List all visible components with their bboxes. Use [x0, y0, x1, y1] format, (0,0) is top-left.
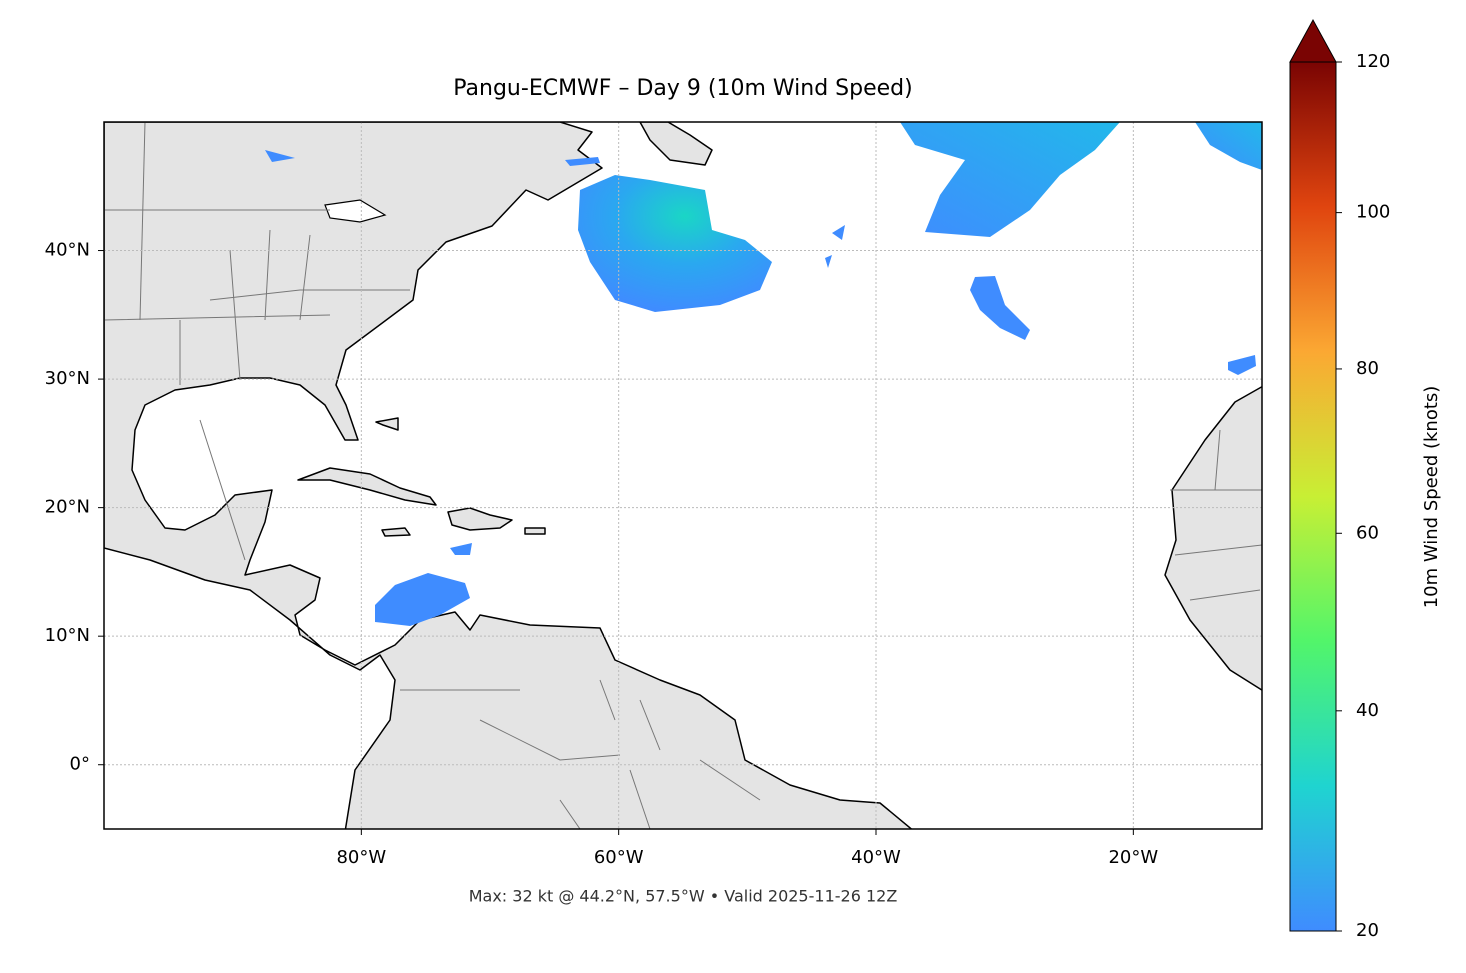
colorbar-tick-label: 80	[1356, 358, 1379, 379]
great-lakes	[324, 199, 387, 223]
map-title: Pangu-ECMWF – Day 9 (10m Wind Speed)	[453, 76, 912, 101]
wind-region	[1228, 355, 1256, 375]
y-tick-label: 0°	[70, 754, 90, 775]
colorbar-tick-label: 20	[1356, 920, 1379, 941]
newfoundland	[639, 122, 713, 166]
bahamas	[375, 417, 399, 431]
grid	[104, 122, 1262, 829]
map-area	[104, 122, 1262, 829]
colorbar-label: 10m Wind Speed (knots)	[1421, 386, 1442, 609]
y-tick-label: 40°N	[45, 240, 90, 261]
colorbar	[1289, 61, 1337, 932]
americas-land	[104, 122, 913, 829]
colorbar-tick-label: 40	[1356, 700, 1379, 721]
hispaniola	[447, 507, 513, 531]
x-tick-label: 60°W	[594, 847, 644, 868]
colorbar-extend	[1289, 18, 1337, 63]
wind-region	[375, 573, 470, 626]
colorbar-tick-label: 120	[1356, 51, 1390, 72]
footer-note: Max: 32 kt @ 44.2°N, 57.5°W • Valid 2025…	[469, 887, 898, 906]
state-borders	[104, 122, 1262, 829]
cuba	[297, 467, 437, 506]
wind-region	[970, 276, 1030, 340]
colorbar-tick-label: 100	[1356, 202, 1390, 223]
plot-frame	[103, 121, 1263, 830]
y-tick-label: 20°N	[45, 497, 90, 518]
colorbar-tick-label: 60	[1356, 522, 1379, 543]
x-tick-label: 80°W	[336, 847, 386, 868]
jamaica	[381, 527, 411, 537]
y-tick-label: 30°N	[45, 368, 90, 389]
puerto-rico	[524, 527, 546, 535]
x-tick-label: 20°W	[1108, 847, 1158, 868]
x-tick-label: 40°W	[851, 847, 901, 868]
wind-region	[900, 122, 1120, 237]
y-tick-label: 10°N	[45, 625, 90, 646]
africa-land	[1164, 385, 1262, 692]
wind-region	[1195, 122, 1262, 170]
wind-region	[578, 175, 772, 312]
